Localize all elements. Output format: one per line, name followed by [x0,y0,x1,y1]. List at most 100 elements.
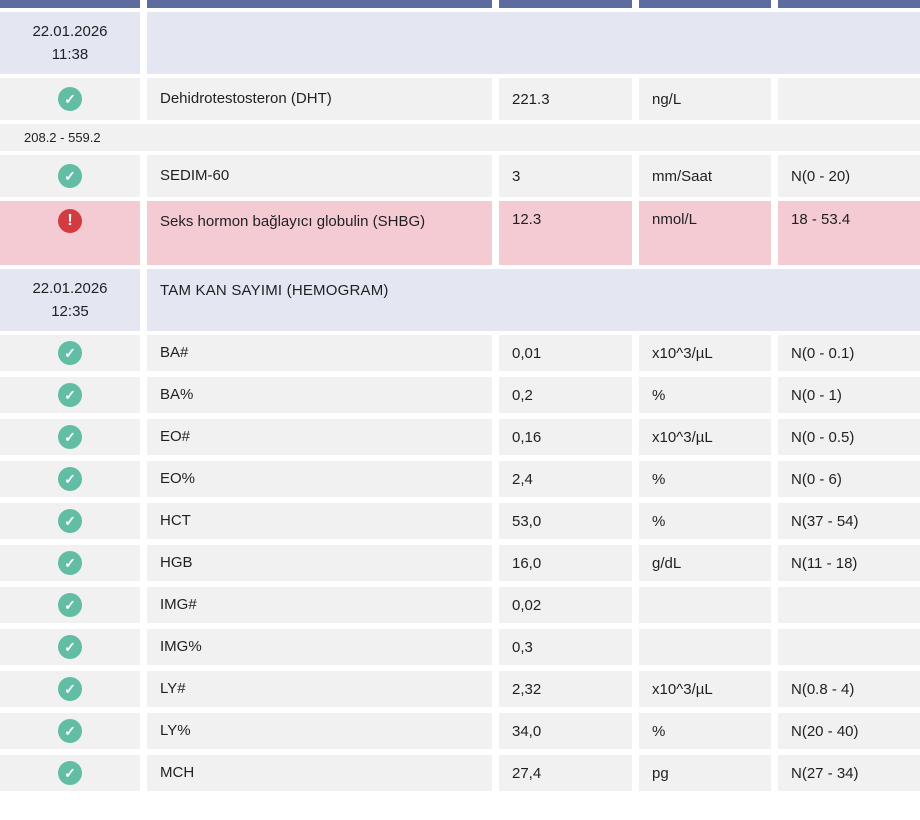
date-cell: 22.01.2026 12:35 [0,269,140,331]
header-bar-segment [0,0,140,8]
exclamation-icon: ! [58,209,82,233]
test-reference: N(0 - 20) [778,155,920,197]
result-row[interactable]: ✓ MCH 27,4 pg N(27 - 34) [0,755,920,791]
result-row[interactable]: ✓ LY# 2,32 x10^3/µL N(0.8 - 4) [0,671,920,707]
group-date: 22.01.2026 [32,22,108,40]
status-cell: ✓ [0,419,140,455]
test-reference: N(11 - 18) [778,545,920,581]
test-name: EO# [147,419,492,455]
test-value: 0,01 [499,335,632,371]
status-cell: ✓ [0,629,140,665]
status-cell: ✓ [0,713,140,749]
check-icon: ✓ [58,719,82,743]
test-value: 3 [499,155,632,197]
test-unit: x10^3/µL [639,335,771,371]
result-row[interactable]: ✓ BA# 0,01 x10^3/µL N(0 - 0.1) [0,335,920,371]
test-unit: % [639,713,771,749]
status-cell: ✓ [0,155,140,197]
test-reference: N(37 - 54) [778,503,920,539]
test-unit: ng/L [639,78,771,120]
test-name: MCH [147,755,492,791]
test-unit [639,587,771,623]
date-cell: 22.01.2026 11:38 [0,12,140,74]
test-name: IMG% [147,629,492,665]
check-icon: ✓ [58,551,82,575]
status-cell: ✓ [0,461,140,497]
check-icon: ✓ [58,593,82,617]
test-name: HGB [147,545,492,581]
test-reference: N(0 - 1) [778,377,920,413]
check-icon: ✓ [58,761,82,785]
result-row[interactable]: ✓ BA% 0,2% N(0 - 1) [0,377,920,413]
test-value: 0,16 [499,419,632,455]
test-value: 2,4 [499,461,632,497]
check-icon: ✓ [58,87,82,111]
date-group-row[interactable]: 22.01.2026 12:35 TAM KAN SAYIMI (HEMOGRAM) [0,269,920,331]
test-value: 0,3 [499,629,632,665]
test-reference [778,629,920,665]
check-icon: ✓ [58,635,82,659]
panel-name-cell: TAM KAN SAYIMI (HEMOGRAM) [147,269,920,331]
test-unit: nmol/L [639,201,771,265]
test-reference: N(0 - 0.5) [778,419,920,455]
result-row[interactable]: ✓ EO# 0,16 x10^3/µL N(0 - 0.5) [0,419,920,455]
reference-range-text: 208.2 - 559.2 [0,124,920,151]
status-cell: ✓ [0,755,140,791]
test-value: 27,4 [499,755,632,791]
test-name: LY% [147,713,492,749]
test-unit: % [639,503,771,539]
test-reference: 18 - 53.4 [778,201,920,265]
result-row[interactable]: ✓ SEDIM-60 3 mm/Saat N(0 - 20) [0,155,920,197]
test-reference: N(0 - 0.1) [778,335,920,371]
test-value: 2,32 [499,671,632,707]
test-reference [778,78,920,120]
test-name: LY# [147,671,492,707]
status-cell: ✓ [0,587,140,623]
test-name: BA% [147,377,492,413]
result-row[interactable]: ✓ HGB 16,0 g/dL N(11 - 18) [0,545,920,581]
test-unit: mm/Saat [639,155,771,197]
test-name: SEDIM-60 [147,155,492,197]
test-value: 0,2 [499,377,632,413]
result-row[interactable]: ✓ EO% 2,4% N(0 - 6) [0,461,920,497]
group-date: 22.01.2026 [32,279,108,297]
check-icon: ✓ [58,425,82,449]
result-row[interactable]: ✓ HCT 53,0% N(37 - 54) [0,503,920,539]
result-row[interactable]: ✓ Dehidrotestosteron (DHT) 221.3 ng/L [0,78,920,120]
test-name: BA# [147,335,492,371]
status-cell: ✓ [0,377,140,413]
result-row[interactable]: ✓ IMG% 0,3 [0,629,920,665]
status-cell: ✓ [0,545,140,581]
result-row[interactable]: ✓ IMG# 0,02 [0,587,920,623]
test-unit: % [639,377,771,413]
test-reference: N(20 - 40) [778,713,920,749]
test-name: Seks hormon bağlayıcı globulin (SHBG) [147,201,492,265]
header-bar-segment [499,0,632,8]
result-row[interactable]: ✓ LY% 34,0% N(20 - 40) [0,713,920,749]
check-icon: ✓ [58,509,82,533]
date-group-row[interactable]: 22.01.2026 11:38 [0,12,920,74]
test-value: 34,0 [499,713,632,749]
check-icon: ✓ [58,467,82,491]
status-cell: ✓ [0,671,140,707]
check-icon: ✓ [58,341,82,365]
test-reference [778,587,920,623]
test-value: 53,0 [499,503,632,539]
test-reference: N(0.8 - 4) [778,671,920,707]
check-icon: ✓ [58,677,82,701]
lab-results-table: 22.01.2026 11:38 ✓ Dehidrotestosteron (DHT)… [0,0,920,791]
result-row[interactable]: ! Seks hormon bağlayıcı globulin (SHBG) 12… [0,201,920,265]
test-unit: x10^3/µL [639,671,771,707]
check-icon: ✓ [58,383,82,407]
group-time: 11:38 [51,46,89,63]
group-time: 12:35 [51,303,89,320]
test-unit: pg [639,755,771,791]
test-reference: N(27 - 34) [778,755,920,791]
header-bar-segment [147,0,492,8]
table-header-bar [0,0,920,8]
test-name: Dehidrotestosteron (DHT) [147,78,492,120]
test-unit [639,629,771,665]
test-unit: g/dL [639,545,771,581]
test-value: 221.3 [499,78,632,120]
test-name: IMG# [147,587,492,623]
